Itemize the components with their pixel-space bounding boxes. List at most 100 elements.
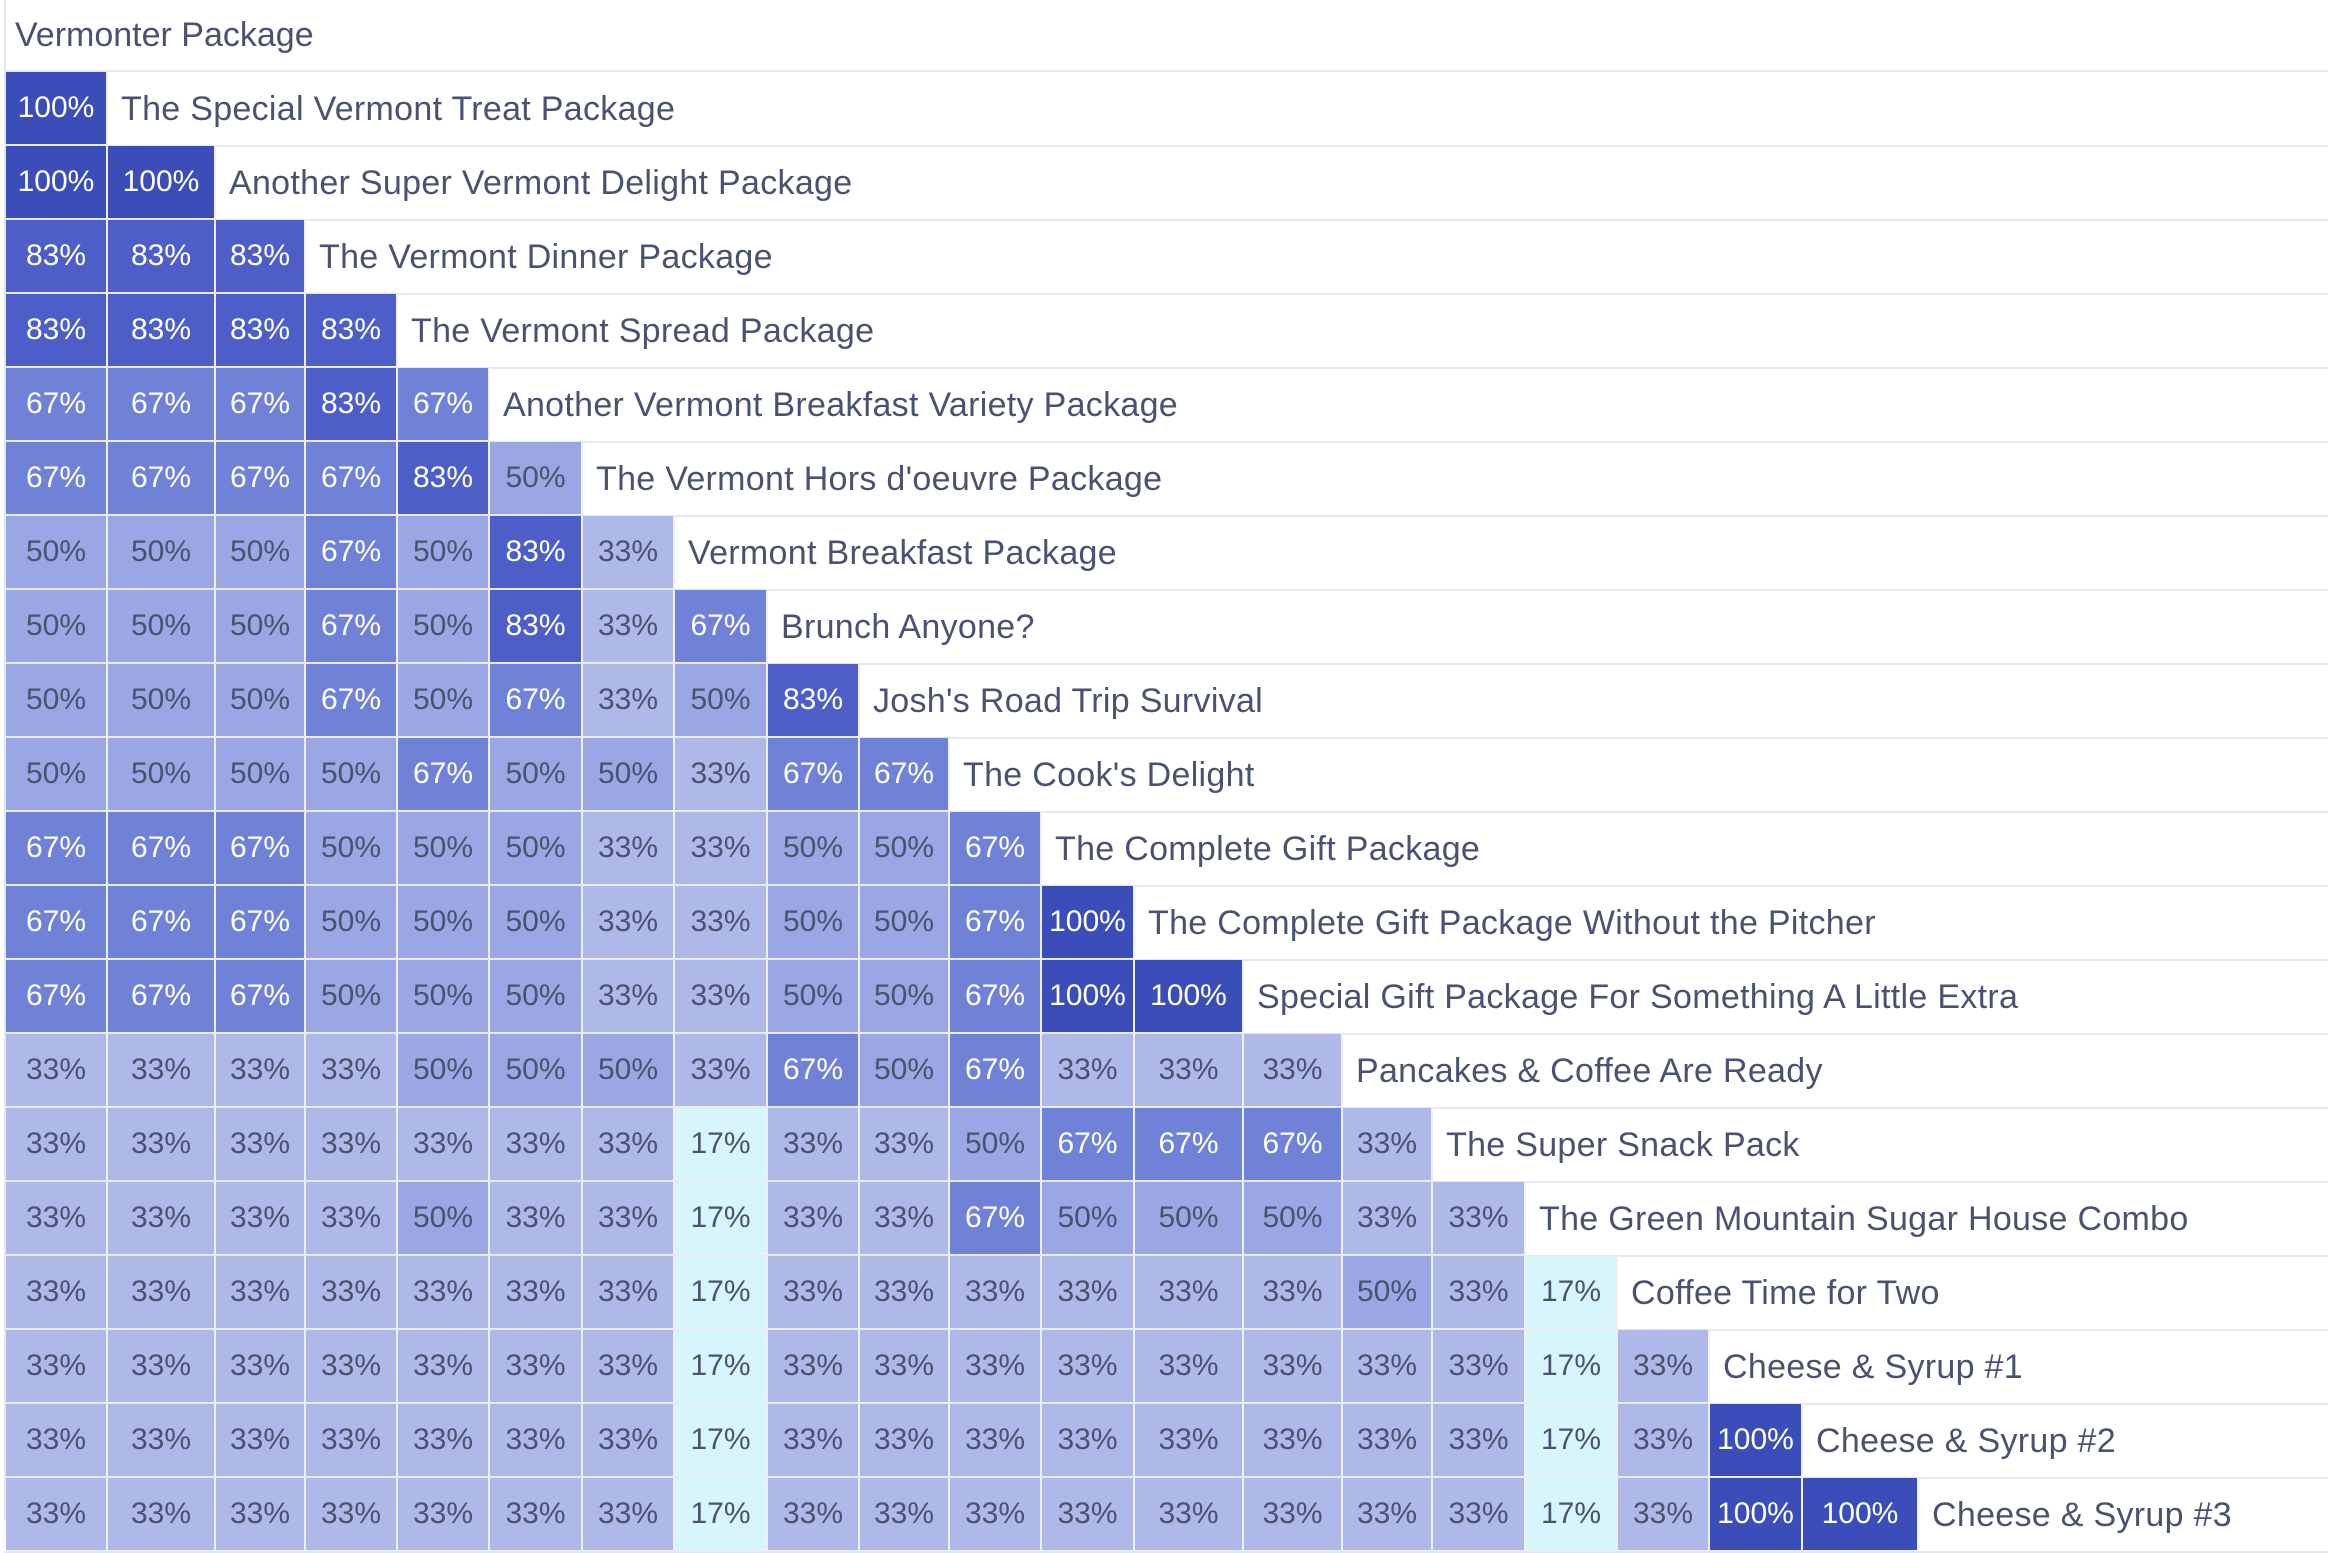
- similarity-cell[interactable]: 50%: [675, 664, 768, 738]
- similarity-cell[interactable]: 33%: [950, 1404, 1042, 1478]
- similarity-cell[interactable]: 67%: [306, 590, 398, 664]
- similarity-cell[interactable]: 33%: [1042, 1256, 1135, 1330]
- similarity-cell[interactable]: 50%: [490, 1034, 583, 1108]
- similarity-cell[interactable]: 50%: [950, 1108, 1042, 1182]
- package-name[interactable]: The Cook's Delight: [963, 756, 1255, 794]
- similarity-cell[interactable]: 33%: [860, 1108, 950, 1182]
- package-name[interactable]: The Special Vermont Treat Package: [121, 90, 676, 128]
- similarity-cell[interactable]: 33%: [1135, 1330, 1244, 1404]
- package-name[interactable]: Another Super Vermont Delight Package: [229, 164, 853, 202]
- similarity-cell[interactable]: 50%: [6, 516, 108, 590]
- similarity-cell[interactable]: 33%: [108, 1256, 216, 1330]
- similarity-cell[interactable]: 50%: [216, 664, 306, 738]
- similarity-cell[interactable]: 50%: [490, 442, 583, 516]
- similarity-cell[interactable]: 33%: [306, 1256, 398, 1330]
- similarity-cell[interactable]: 17%: [1526, 1256, 1618, 1330]
- similarity-cell[interactable]: 33%: [216, 1034, 306, 1108]
- similarity-cell[interactable]: 83%: [108, 294, 216, 368]
- similarity-cell[interactable]: 67%: [108, 886, 216, 960]
- similarity-cell[interactable]: 33%: [1042, 1034, 1135, 1108]
- similarity-cell[interactable]: 33%: [108, 1404, 216, 1478]
- similarity-cell[interactable]: 33%: [768, 1330, 860, 1404]
- similarity-cell[interactable]: 33%: [398, 1404, 490, 1478]
- similarity-cell[interactable]: 33%: [490, 1330, 583, 1404]
- similarity-cell[interactable]: 67%: [950, 1034, 1042, 1108]
- similarity-cell[interactable]: 33%: [306, 1478, 398, 1552]
- similarity-cell[interactable]: 50%: [108, 738, 216, 812]
- similarity-cell[interactable]: 67%: [1042, 1108, 1135, 1182]
- similarity-cell[interactable]: 83%: [6, 220, 108, 294]
- similarity-cell[interactable]: 33%: [583, 1404, 675, 1478]
- similarity-cell[interactable]: 33%: [583, 1330, 675, 1404]
- similarity-cell[interactable]: 33%: [583, 1478, 675, 1552]
- similarity-cell[interactable]: 33%: [108, 1034, 216, 1108]
- similarity-cell[interactable]: 33%: [216, 1182, 306, 1256]
- similarity-cell[interactable]: 50%: [398, 590, 490, 664]
- similarity-cell[interactable]: 100%: [1135, 960, 1244, 1034]
- similarity-cell[interactable]: 67%: [306, 442, 398, 516]
- similarity-cell[interactable]: 33%: [1618, 1404, 1710, 1478]
- similarity-cell[interactable]: 33%: [490, 1478, 583, 1552]
- package-name[interactable]: Special Gift Package For Something A Lit…: [1257, 978, 2019, 1016]
- similarity-cell[interactable]: 33%: [1244, 1330, 1343, 1404]
- similarity-cell[interactable]: 33%: [398, 1330, 490, 1404]
- similarity-cell[interactable]: 50%: [768, 960, 860, 1034]
- package-name[interactable]: Pancakes & Coffee Are Ready: [1356, 1052, 1823, 1090]
- similarity-cell[interactable]: 17%: [675, 1330, 768, 1404]
- similarity-cell[interactable]: 33%: [950, 1256, 1042, 1330]
- similarity-cell[interactable]: 33%: [1244, 1478, 1343, 1552]
- similarity-cell[interactable]: 67%: [6, 442, 108, 516]
- similarity-cell[interactable]: 67%: [398, 738, 490, 812]
- similarity-cell[interactable]: 33%: [1135, 1478, 1244, 1552]
- similarity-cell[interactable]: 33%: [216, 1478, 306, 1552]
- similarity-cell[interactable]: 33%: [1244, 1256, 1343, 1330]
- similarity-cell[interactable]: 33%: [675, 960, 768, 1034]
- similarity-cell[interactable]: 83%: [306, 294, 398, 368]
- similarity-cell[interactable]: 83%: [768, 664, 860, 738]
- similarity-cell[interactable]: 33%: [860, 1404, 950, 1478]
- similarity-cell[interactable]: 33%: [860, 1182, 950, 1256]
- similarity-cell[interactable]: 50%: [1343, 1256, 1433, 1330]
- package-name[interactable]: The Complete Gift Package: [1055, 830, 1481, 868]
- similarity-cell[interactable]: 50%: [490, 960, 583, 1034]
- similarity-cell[interactable]: 67%: [216, 960, 306, 1034]
- similarity-cell[interactable]: 67%: [950, 1182, 1042, 1256]
- similarity-cell[interactable]: 33%: [6, 1478, 108, 1552]
- package-name[interactable]: The Green Mountain Sugar House Combo: [1539, 1200, 2189, 1238]
- similarity-cell[interactable]: 33%: [860, 1330, 950, 1404]
- package-name[interactable]: Cheese & Syrup #1: [1723, 1348, 2023, 1386]
- similarity-cell[interactable]: 67%: [6, 812, 108, 886]
- similarity-cell[interactable]: 50%: [398, 812, 490, 886]
- similarity-cell[interactable]: 33%: [768, 1108, 860, 1182]
- similarity-cell[interactable]: 33%: [6, 1034, 108, 1108]
- similarity-cell[interactable]: 33%: [860, 1256, 950, 1330]
- similarity-cell[interactable]: 33%: [583, 590, 675, 664]
- similarity-cell[interactable]: 67%: [1135, 1108, 1244, 1182]
- package-name[interactable]: Brunch Anyone?: [781, 608, 1035, 646]
- package-name[interactable]: Coffee Time for Two: [1631, 1274, 1940, 1312]
- similarity-cell[interactable]: 50%: [1135, 1182, 1244, 1256]
- similarity-cell[interactable]: 33%: [108, 1108, 216, 1182]
- similarity-cell[interactable]: 83%: [108, 220, 216, 294]
- similarity-cell[interactable]: 83%: [216, 294, 306, 368]
- similarity-cell[interactable]: 67%: [216, 886, 306, 960]
- package-name[interactable]: Josh's Road Trip Survival: [873, 682, 1264, 720]
- similarity-cell[interactable]: 100%: [1803, 1478, 1919, 1552]
- similarity-cell[interactable]: 83%: [490, 516, 583, 590]
- similarity-cell[interactable]: 17%: [675, 1478, 768, 1552]
- similarity-cell[interactable]: 33%: [216, 1108, 306, 1182]
- similarity-cell[interactable]: 50%: [216, 738, 306, 812]
- similarity-cell[interactable]: 33%: [1433, 1182, 1526, 1256]
- similarity-cell[interactable]: 33%: [490, 1182, 583, 1256]
- similarity-cell[interactable]: 33%: [1343, 1182, 1433, 1256]
- similarity-cell[interactable]: 50%: [6, 664, 108, 738]
- similarity-cell[interactable]: 33%: [490, 1256, 583, 1330]
- similarity-cell[interactable]: 50%: [108, 664, 216, 738]
- similarity-cell[interactable]: 67%: [6, 886, 108, 960]
- similarity-cell[interactable]: 67%: [6, 960, 108, 1034]
- similarity-cell[interactable]: 33%: [6, 1256, 108, 1330]
- similarity-cell[interactable]: 100%: [1710, 1404, 1803, 1478]
- similarity-cell[interactable]: 33%: [768, 1182, 860, 1256]
- similarity-cell[interactable]: 33%: [583, 664, 675, 738]
- similarity-cell[interactable]: 50%: [583, 1034, 675, 1108]
